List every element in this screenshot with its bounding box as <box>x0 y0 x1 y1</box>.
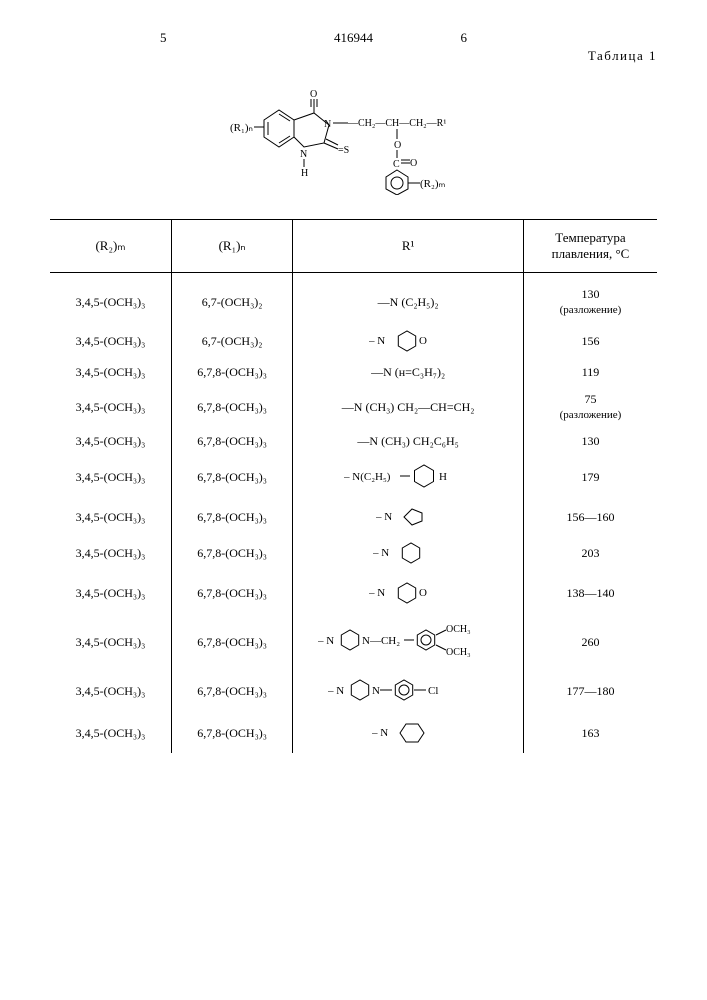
svg-text:– N(C₂H₅): – N(C₂H₅) <box>344 471 391 483</box>
cell-r1: —N (CH₃) CH₂—CH=CH₂ <box>293 386 524 428</box>
cell-r2m: 3,4,5-(OCH₃)₃ <box>50 571 171 615</box>
cell-r1: – NO <box>293 571 524 615</box>
table-row: 3,4,5-(OCH₃)₃6,7-(OCH₃)₂—N (C₂H₅)₂130(ра… <box>50 273 657 324</box>
cell-r1: – N N Cl <box>293 669 524 713</box>
cell-r2m: 3,4,5-(OCH₃)₃ <box>50 323 171 359</box>
cell-r2m: 3,4,5-(OCH₃)₃ <box>50 455 171 499</box>
col-header-r2m: (R₂)ₘ <box>50 220 171 273</box>
cell-r1: – NO <box>293 323 524 359</box>
table-row: 3,4,5-(OCH₃)₃6,7,8-(OCH₃)₃ – N O 138—140 <box>50 571 657 615</box>
svg-text:=S: =S <box>338 145 349 156</box>
cell-r1n: 6,7,8-(OCH₃)₃ <box>171 571 292 615</box>
cell-temp: 203 <box>523 535 657 571</box>
cell-r2m: 3,4,5-(OCH₃)₃ <box>50 386 171 428</box>
cell-r1n: 6,7,8-(OCH₃)₃ <box>171 499 292 535</box>
compound-table: (R₂)ₘ (R₁)ₙ R¹ Температура плавления, °С… <box>50 219 657 753</box>
svg-text:N: N <box>300 149 307 160</box>
cell-temp: 177—180 <box>523 669 657 713</box>
svg-text:—CH₂—CH—CH₂—R¹: —CH₂—CH—CH₂—R¹ <box>347 118 446 129</box>
cell-temp: 75(разложение) <box>523 386 657 428</box>
cell-r1n: 6,7-(OCH₃)₂ <box>171 323 292 359</box>
cell-r1: —N (C₂H₅)₂ <box>293 273 524 324</box>
table-row: 3,4,5-(OCH₃)₃6,7,8-(OCH₃)₃—N (CH₃) CH₂C₆… <box>50 428 657 455</box>
cell-r1: – N <box>293 713 524 753</box>
cell-r1n: 6,7-(OCH₃)₂ <box>171 273 292 324</box>
cell-temp: 156—160 <box>523 499 657 535</box>
table-row: 3,4,5-(OCH₃)₃6,7,8-(OCH₃)₃—N (н=C₃H₇)₂11… <box>50 359 657 386</box>
cell-r2m: 3,4,5-(OCH₃)₃ <box>50 535 171 571</box>
page-number-left: 5 <box>160 30 167 46</box>
cell-r1: – N N—CH₂ OCH₃ OCH₃ <box>293 615 524 669</box>
cell-r1n: 6,7,8-(OCH₃)₃ <box>171 615 292 669</box>
cell-r1n: 6,7,8-(OCH₃)₃ <box>171 455 292 499</box>
cell-r2m: 3,4,5-(OCH₃)₃ <box>50 499 171 535</box>
cell-r2m: 3,4,5-(OCH₃)₃ <box>50 669 171 713</box>
col-header-r1: R¹ <box>293 220 524 273</box>
svg-text:O: O <box>310 89 317 100</box>
cell-r1n: 6,7,8-(OCH₃)₃ <box>171 359 292 386</box>
table-row: 3,4,5-(OCH₃)₃6,7-(OCH₃)₂ – N O 156 <box>50 323 657 359</box>
table-row: 3,4,5-(OCH₃)₃6,7,8-(OCH₃)₃—N (CH₃) CH₂—C… <box>50 386 657 428</box>
cell-temp: 179 <box>523 455 657 499</box>
cell-r1: —N (н=C₃H₇)₂ <box>293 359 524 386</box>
svg-text:H: H <box>301 168 308 179</box>
cell-r2m: 3,4,5-(OCH₃)₃ <box>50 615 171 669</box>
document-number: 416944 <box>334 30 373 46</box>
cell-r1: – N(C₂H₅) H <box>293 455 524 499</box>
cell-temp: 138—140 <box>523 571 657 615</box>
table-row: 3,4,5-(OCH₃)₃6,7,8-(OCH₃)₃ – N 156—160 <box>50 499 657 535</box>
svg-text:C: C <box>393 159 400 170</box>
col-header-r1n: (R₁)ₙ <box>171 220 292 273</box>
cell-temp: 130(разложение) <box>523 273 657 324</box>
svg-text:(R₂)ₘ: (R₂)ₘ <box>420 178 445 190</box>
cell-r1: —N (CH₃) CH₂C₆H₅ <box>293 428 524 455</box>
cell-r2m: 3,4,5-(OCH₃)₃ <box>50 359 171 386</box>
svg-text:– N: – N <box>369 335 385 347</box>
cell-r1n: 6,7,8-(OCH₃)₃ <box>171 535 292 571</box>
chemical-structure-diagram: O =S N H N —CH₂—CH—CH₂—R¹ O C O (R <box>50 75 657 199</box>
page-header: 5 416944 6 Таблица 1 <box>50 30 657 50</box>
svg-text:N: N <box>324 119 331 130</box>
cell-temp: 119 <box>523 359 657 386</box>
cell-temp: 163 <box>523 713 657 753</box>
cell-r1: – N <box>293 535 524 571</box>
table-row: 3,4,5-(OCH₃)₃6,7,8-(OCH₃)₃ – N N Cl 177—… <box>50 669 657 713</box>
svg-text:Cl: Cl <box>428 685 438 697</box>
cell-r2m: 3,4,5-(OCH₃)₃ <box>50 713 171 753</box>
svg-text:– N: – N <box>369 587 385 599</box>
table-row: 3,4,5-(OCH₃)₃6,7,8-(OCH₃)₃ – N 203 <box>50 535 657 571</box>
table-row: 3,4,5-(OCH₃)₃6,7,8-(OCH₃)₃ – N(C₂H₅) H 179 <box>50 455 657 499</box>
svg-text:– N: – N <box>318 635 334 647</box>
svg-text:– N: – N <box>328 685 344 697</box>
cell-r1n: 6,7,8-(OCH₃)₃ <box>171 428 292 455</box>
svg-text:O: O <box>410 158 417 169</box>
svg-text:H: H <box>439 471 447 483</box>
svg-text:(R₁)ₙ: (R₁)ₙ <box>230 122 253 134</box>
svg-text:– N: – N <box>373 547 389 559</box>
cell-r2m: 3,4,5-(OCH₃)₃ <box>50 428 171 455</box>
svg-text:N: N <box>372 685 380 697</box>
cell-r1n: 6,7,8-(OCH₃)₃ <box>171 713 292 753</box>
cell-r1n: 6,7,8-(OCH₃)₃ <box>171 386 292 428</box>
cell-r1n: 6,7,8-(OCH₃)₃ <box>171 669 292 713</box>
table-row: 3,4,5-(OCH₃)₃6,7,8-(OCH₃)₃ – N 163 <box>50 713 657 753</box>
svg-text:OCH₃: OCH₃ <box>446 647 471 658</box>
table-label: Таблица 1 <box>588 48 657 64</box>
svg-text:– N: – N <box>372 727 388 739</box>
table-row: 3,4,5-(OCH₃)₃6,7,8-(OCH₃)₃ – N N—CH₂ OCH… <box>50 615 657 669</box>
svg-text:O: O <box>394 140 401 151</box>
cell-temp: 260 <box>523 615 657 669</box>
table-header-row: (R₂)ₘ (R₁)ₙ R¹ Температура плавления, °С <box>50 220 657 273</box>
cell-r1: – N <box>293 499 524 535</box>
cell-temp: 156 <box>523 323 657 359</box>
svg-text:O: O <box>419 587 427 599</box>
cell-r2m: 3,4,5-(OCH₃)₃ <box>50 273 171 324</box>
svg-text:O: O <box>419 335 427 347</box>
cell-temp: 130 <box>523 428 657 455</box>
svg-text:OCH₃: OCH₃ <box>446 624 471 635</box>
svg-text:N—CH₂: N—CH₂ <box>362 635 400 647</box>
page-number-right: 6 <box>461 30 468 46</box>
svg-text:– N: – N <box>376 511 392 523</box>
col-header-temp: Температура плавления, °С <box>523 220 657 273</box>
